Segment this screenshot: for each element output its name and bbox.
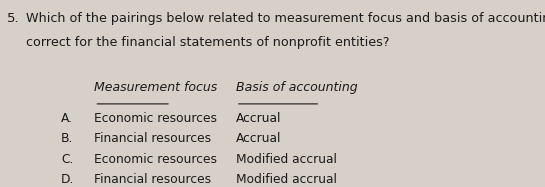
- Text: 5.: 5.: [7, 12, 20, 25]
- Text: Modified accrual: Modified accrual: [236, 173, 337, 186]
- Text: Accrual: Accrual: [236, 132, 281, 145]
- Text: Financial resources: Financial resources: [94, 173, 211, 186]
- Text: B.: B.: [61, 132, 73, 145]
- Text: Economic resources: Economic resources: [94, 153, 217, 166]
- Text: Financial resources: Financial resources: [94, 132, 211, 145]
- Text: A.: A.: [61, 112, 73, 125]
- Text: Accrual: Accrual: [236, 112, 281, 125]
- Text: C.: C.: [61, 153, 73, 166]
- Text: Modified accrual: Modified accrual: [236, 153, 337, 166]
- Text: Basis of accounting: Basis of accounting: [236, 81, 358, 94]
- Text: D.: D.: [61, 173, 74, 186]
- Text: correct for the financial statements of nonprofit entities?: correct for the financial statements of …: [26, 36, 389, 49]
- Text: Measurement focus: Measurement focus: [94, 81, 217, 94]
- Text: Which of the pairings below related to measurement focus and basis of accounting: Which of the pairings below related to m…: [26, 12, 545, 24]
- Text: Economic resources: Economic resources: [94, 112, 217, 125]
